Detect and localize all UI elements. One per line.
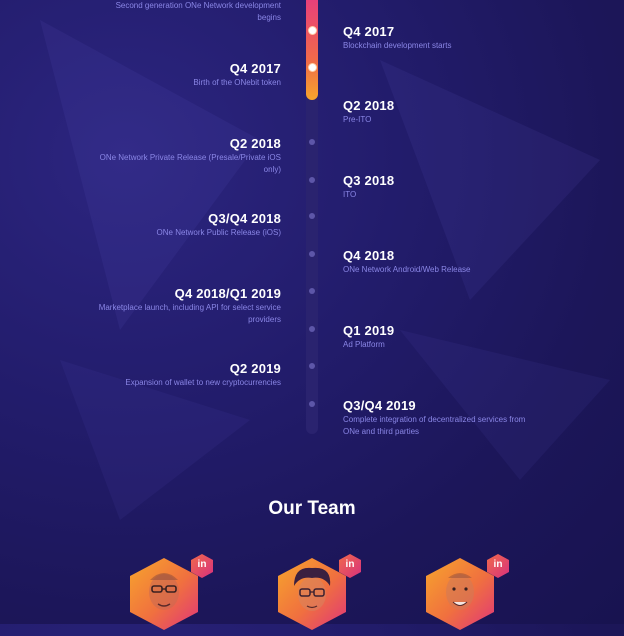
timeline-entry-desc: Marketplace launch, including API for se… [98,303,281,324]
timeline-dot [309,139,315,145]
linkedin-icon [487,554,509,578]
timeline-entry: Second generation ONe Network developmen… [91,0,281,24]
linkedin-button[interactable]: in [338,553,362,579]
timeline-entry: Q3 2018 ITO [343,173,394,201]
timeline-entry-desc: Ad Platform [343,340,385,349]
team-member-card: in [126,554,213,636]
team-member-photo [278,558,346,630]
timeline-entry-date: Q4 2017 [229,61,281,76]
linkedin-icon [191,554,213,578]
timeline-entry-desc: ITO [343,190,357,199]
timeline-entry-date: Q4 2017 [343,24,395,39]
timeline-entry: Q2 2019 Expansion of wallet to new crypt… [125,361,281,389]
timeline-entry-desc: ONe Network Android/Web Release [343,265,471,274]
linkedin-label: in [493,559,503,570]
timeline-entry-date: Q4 2018 [343,248,395,263]
timeline-dot [309,288,315,294]
timeline-entry: Q3/Q4 2018 ONe Network Public Release (i… [157,211,281,239]
linkedin-icon [339,554,361,578]
timeline-dot [309,177,315,183]
timeline-dot [309,326,315,332]
timeline-dot [308,26,317,35]
timeline-dot [309,213,315,219]
team-member-card: in [422,554,509,636]
timeline-dot [309,251,315,257]
timeline-entry-date: Q3/Q4 2019 [343,398,416,413]
timeline-entry-date: Q1 2019 [343,323,395,338]
team-section-title: Our Team [268,498,356,519]
timeline-entry-desc: ONe Network Public Release (iOS) [156,228,281,237]
timeline-entry: Q3/Q4 2019 Complete integration of decen… [343,398,538,438]
timeline-entry-desc: Expansion of wallet to new cryptocurrenc… [125,378,281,387]
timeline-entry-desc: ONe Network Private Release (Presale/Pri… [99,153,281,174]
timeline-entry-date: Q2 2019 [229,361,281,376]
timeline-dot [308,63,317,72]
timeline-entry-date: Q3 2018 [343,173,395,188]
timeline-entry-desc: Birth of the ONebit token [193,78,281,87]
team-member-card: in [274,554,361,636]
timeline-entry-desc: Second generation ONe Network developmen… [115,1,281,22]
timeline-dot [309,363,315,369]
timeline-entry-date: Q3/Q4 2018 [208,211,281,226]
timeline-entry: Q4 2017 Birth of the ONebit token [193,61,281,89]
timeline-entry-date: Q2 2018 [229,136,281,151]
linkedin-label: in [197,559,207,570]
linkedin-label: in [345,559,355,570]
timeline-entry: Q4 2018 ONe Network Android/Web Release [343,248,470,276]
team-member-photo [426,558,494,630]
linkedin-button[interactable]: in [190,553,214,579]
timeline-entry: Q4 2018/Q1 2019 Marketplace launch, incl… [91,286,281,326]
team-member-photo [130,558,198,630]
timeline-entry-desc: Blockchain development starts [343,41,452,50]
timeline-entry-date: Q2 2018 [343,98,395,113]
timeline-progress [306,0,318,100]
timeline-entry: Q2 2018 ONe Network Private Release (Pre… [91,136,281,176]
timeline-entry-desc: Complete integration of decentralized se… [343,415,526,436]
timeline-entry-desc: Pre-ITO [343,115,372,124]
linkedin-button[interactable]: in [486,553,510,579]
timeline-entry: Q2 2018 Pre-ITO [343,98,394,126]
timeline-entry: Q1 2019 Ad Platform [343,323,394,351]
timeline-entry-date: Q4 2018/Q1 2019 [174,286,281,301]
timeline-entry: Q4 2017 Blockchain development starts [343,24,452,52]
timeline-dot [309,401,315,407]
